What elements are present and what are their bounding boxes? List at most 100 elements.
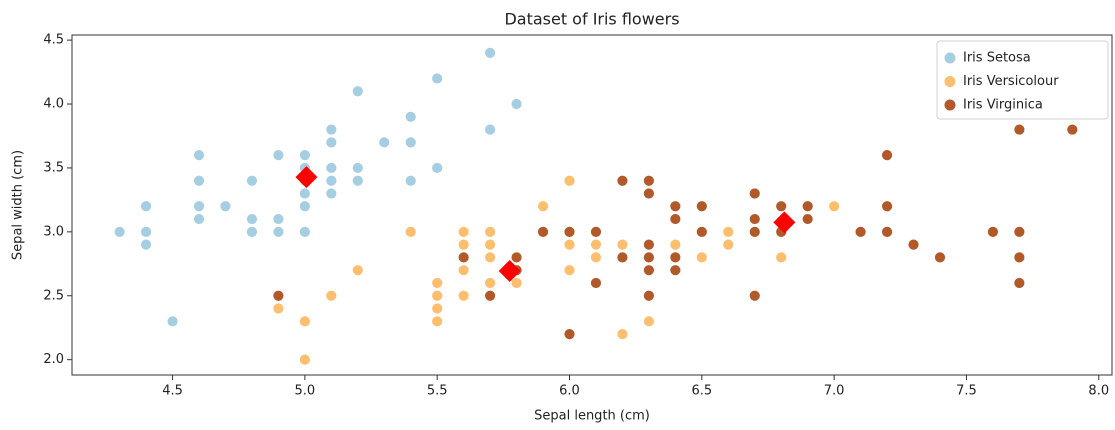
point — [404, 225, 417, 238]
point — [563, 328, 576, 340]
point — [1013, 123, 1026, 136]
point — [378, 136, 391, 149]
x-tick-label: 6.0 — [559, 384, 580, 399]
legend-label: Iris Setosa — [963, 51, 1031, 66]
point — [457, 264, 470, 277]
x-tick-label: 4.5 — [162, 384, 183, 399]
point — [246, 174, 258, 187]
point — [616, 251, 629, 264]
legend-label: Iris Versicolour — [963, 74, 1059, 89]
point — [881, 149, 893, 162]
point — [616, 328, 629, 340]
legend-marker — [944, 52, 956, 64]
point — [351, 264, 364, 277]
point — [695, 251, 708, 264]
point — [298, 315, 311, 328]
point — [801, 213, 814, 225]
point — [484, 46, 497, 59]
point — [113, 225, 126, 238]
x-tick-label: 7.0 — [824, 384, 845, 399]
point — [1066, 123, 1079, 136]
point — [510, 98, 523, 110]
point — [193, 174, 205, 187]
point — [563, 264, 576, 277]
legend-label: Iris Virginica — [963, 98, 1043, 113]
point — [722, 238, 735, 251]
point — [590, 225, 602, 238]
centroid — [295, 166, 318, 189]
point — [325, 174, 338, 187]
point — [616, 174, 629, 187]
point — [484, 277, 497, 289]
point — [748, 213, 761, 225]
point — [325, 162, 338, 174]
x-axis-label: Sepal length (cm) — [534, 409, 650, 424]
point — [510, 277, 523, 289]
point — [563, 225, 576, 238]
point — [484, 289, 497, 302]
point — [748, 289, 761, 302]
point — [457, 289, 470, 302]
point — [748, 225, 761, 238]
point — [431, 315, 444, 328]
point — [457, 225, 470, 238]
point — [695, 225, 708, 238]
point — [325, 136, 338, 149]
point — [669, 251, 682, 264]
point — [431, 289, 444, 302]
point — [775, 200, 788, 213]
point — [934, 251, 946, 264]
point — [431, 302, 444, 315]
point — [166, 315, 179, 328]
point — [272, 213, 285, 225]
y-tick-label: 4.5 — [43, 33, 64, 48]
chart-title: Dataset of Iris flowers — [504, 10, 679, 29]
point — [1013, 277, 1026, 289]
y-tick-label: 4.0 — [43, 97, 64, 112]
point — [722, 225, 735, 238]
point — [642, 251, 655, 264]
centroid — [773, 211, 796, 234]
legend-marker — [944, 76, 956, 87]
point — [563, 174, 576, 187]
x-tick-label: 5.5 — [427, 384, 448, 399]
point — [669, 213, 682, 225]
point — [246, 213, 258, 225]
point — [431, 72, 444, 85]
point — [431, 277, 444, 289]
point — [272, 149, 285, 162]
y-tick-label: 2.5 — [43, 288, 64, 303]
point — [854, 225, 867, 238]
point — [484, 238, 497, 251]
point — [325, 289, 338, 302]
x-tick-label: 8.0 — [1088, 384, 1109, 399]
point — [881, 200, 893, 213]
point — [801, 200, 814, 213]
point — [404, 174, 417, 187]
x-tick-label: 5.0 — [295, 384, 316, 399]
point — [537, 225, 549, 238]
point — [881, 225, 893, 238]
point — [457, 238, 470, 251]
point — [484, 123, 497, 136]
point — [695, 200, 708, 213]
point — [642, 289, 655, 302]
point — [590, 251, 602, 264]
point — [140, 225, 152, 238]
point — [140, 200, 152, 213]
point — [193, 149, 205, 162]
point — [590, 238, 602, 251]
y-tick-label: 3.5 — [43, 160, 64, 175]
point — [907, 238, 920, 251]
point — [642, 315, 655, 328]
point — [351, 85, 364, 98]
point — [987, 225, 999, 238]
point — [298, 353, 311, 366]
point — [140, 238, 152, 251]
plot-area — [71, 34, 1113, 376]
point — [298, 149, 311, 162]
point — [669, 264, 682, 277]
point — [219, 200, 232, 213]
point — [642, 238, 655, 251]
